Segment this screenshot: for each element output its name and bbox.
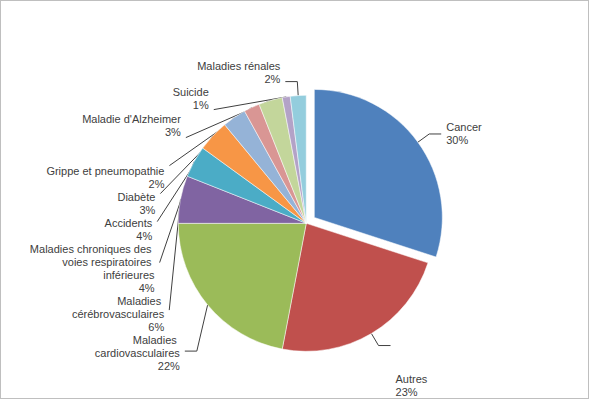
svg-text:voies respiratoires: voies respiratoires [62, 256, 154, 268]
svg-text:Maladies: Maladies [117, 295, 164, 307]
svg-text:Maladie d'Alzheimer: Maladie d'Alzheimer [82, 113, 181, 125]
svg-text:Accidents: Accidents [105, 217, 153, 229]
svg-text:cérébrovasculaires: cérébrovasculaires [72, 308, 165, 320]
svg-text:Autres: Autres [396, 373, 428, 385]
svg-text:Maladies: Maladies [133, 334, 180, 346]
svg-text:3%: 3% [165, 126, 181, 138]
svg-text:4%: 4% [139, 282, 155, 294]
svg-text:Cancer: Cancer [446, 121, 482, 133]
svg-text:3%: 3% [139, 204, 155, 216]
svg-text:1%: 1% [193, 99, 209, 111]
svg-text:Maladies rénales: Maladies rénales [197, 60, 281, 72]
svg-text:4%: 4% [136, 230, 152, 242]
svg-text:23%: 23% [396, 386, 418, 398]
svg-text:30%: 30% [446, 134, 468, 146]
svg-text:22%: 22% [158, 360, 180, 372]
svg-text:2%: 2% [149, 178, 165, 190]
svg-text:Maladies chroniques des: Maladies chroniques des [30, 243, 155, 255]
svg-text:Diabète: Diabète [117, 191, 155, 203]
svg-text:6%: 6% [148, 321, 164, 333]
svg-text:cardiovasculaires: cardiovasculaires [95, 347, 180, 359]
svg-text:2%: 2% [264, 73, 280, 85]
svg-text:inférieures: inférieures [103, 269, 155, 281]
svg-text:Grippe et pneumopathie: Grippe et pneumopathie [46, 165, 164, 177]
svg-text:Suicide: Suicide [173, 86, 209, 98]
